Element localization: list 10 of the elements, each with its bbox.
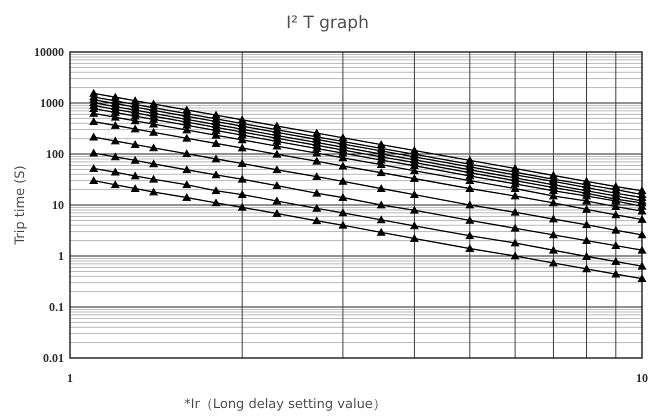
y-tick-label: 1000: [40, 96, 64, 110]
x-axis-title: *Ir（Long delay setting value）: [184, 397, 386, 412]
y-tick-label: 1: [58, 249, 64, 263]
y-tick-label: 100: [46, 147, 64, 161]
y-tick-label: 0.01: [43, 351, 64, 365]
y-tick-label: 0.1: [49, 300, 64, 314]
chart-title: I² T graph: [286, 13, 369, 33]
y-tick-label: 10000: [34, 45, 64, 59]
y-axis-title: Trip time (S): [13, 165, 28, 246]
y-tick-label: 10: [52, 198, 64, 212]
